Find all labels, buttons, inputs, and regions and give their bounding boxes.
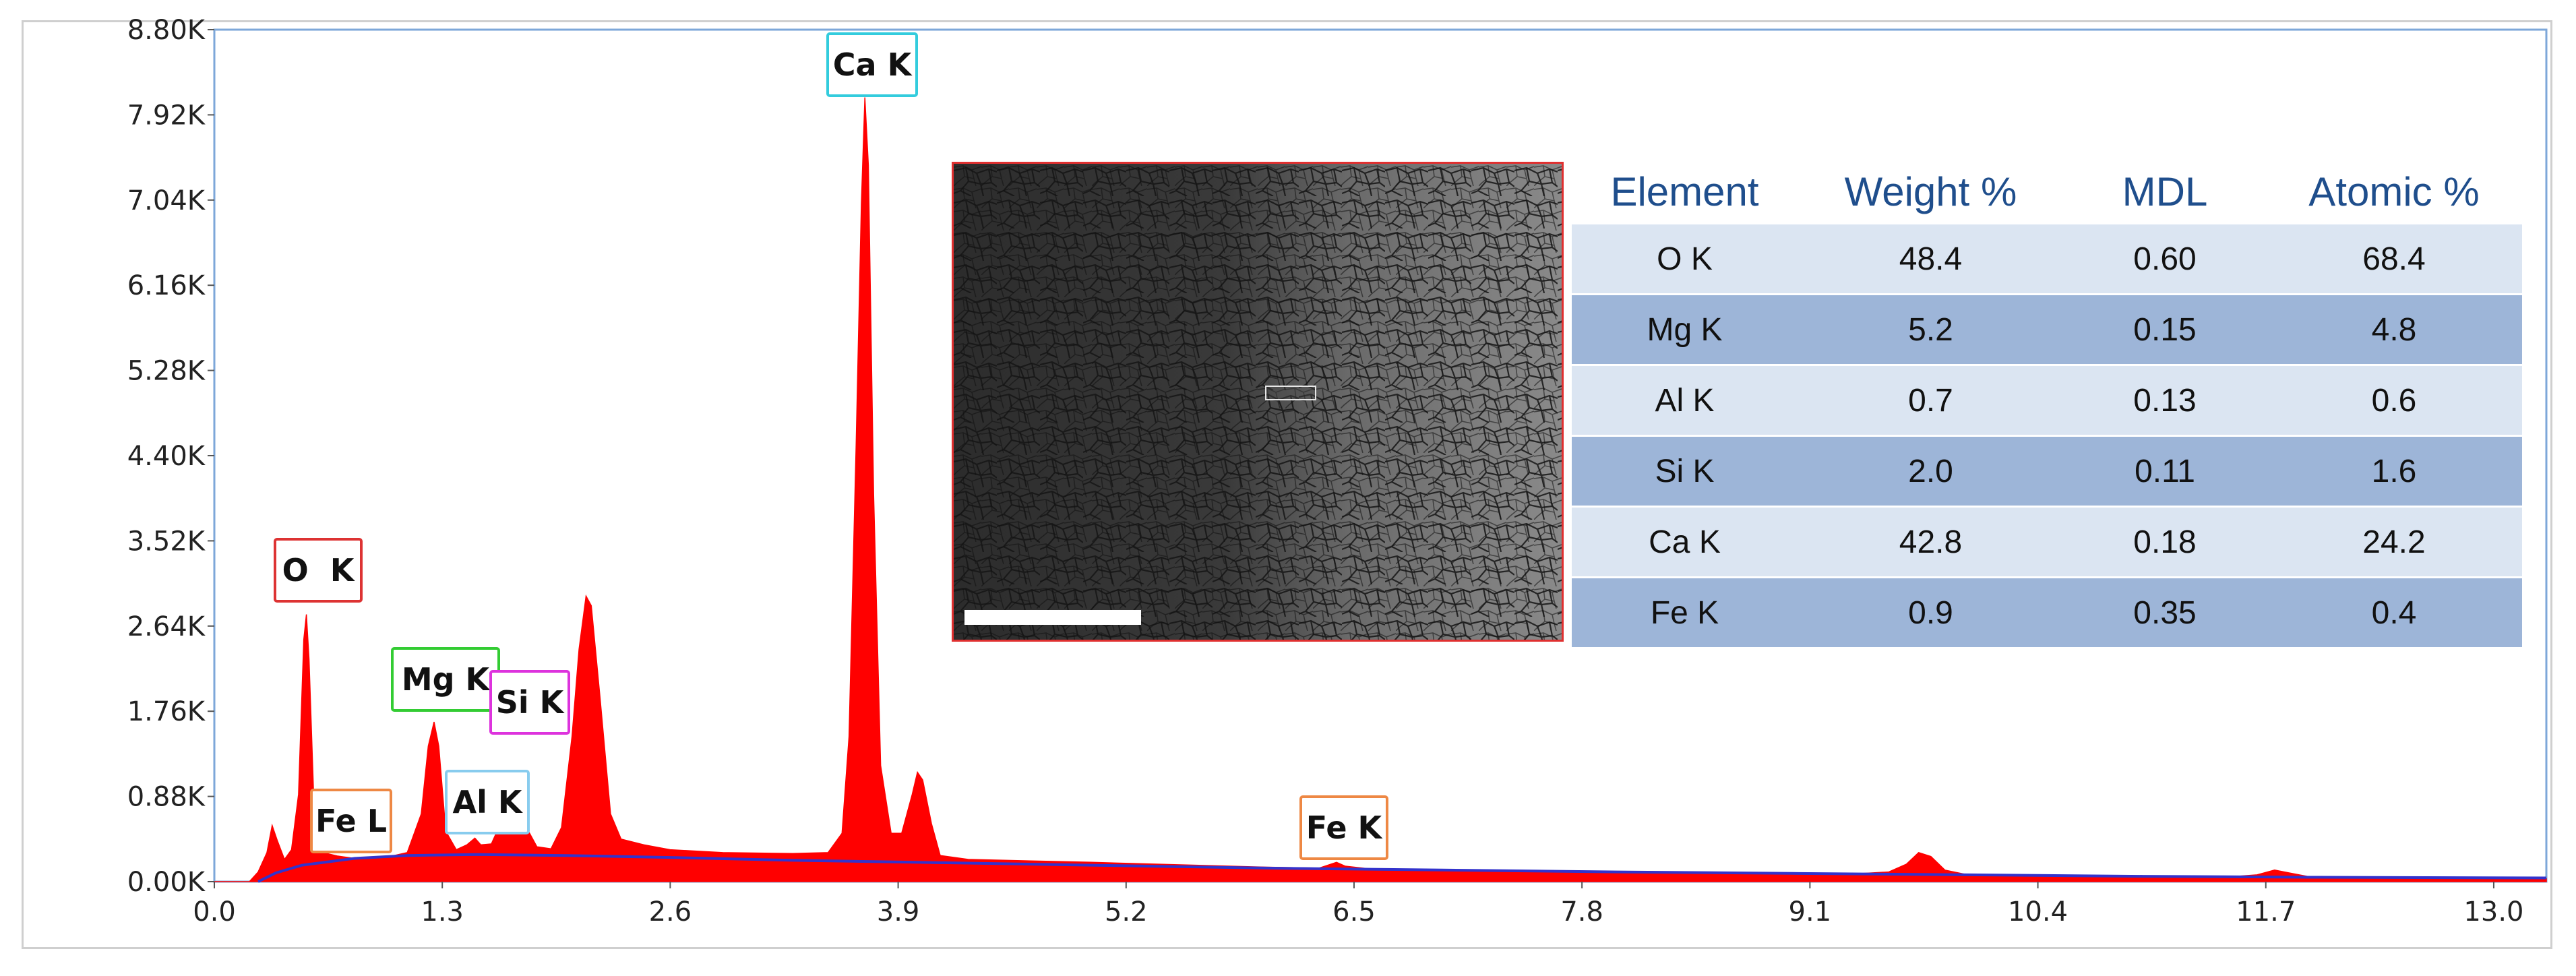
peak-label-text: Si K <box>496 684 565 721</box>
peak-label-text: O K <box>282 552 356 588</box>
y-tick-label: 6.16K <box>127 270 206 301</box>
x-tick-label: 13.0 <box>2463 896 2523 927</box>
header-atomic: Atomic % <box>2266 160 2522 224</box>
peak-label-box <box>1299 795 1388 860</box>
cell-atomic: 1.6 <box>2266 435 2522 507</box>
cell-element: Al K <box>1572 364 1798 436</box>
peak-label: O K <box>274 538 363 603</box>
x-tick-label: 6.5 <box>1332 896 1376 927</box>
cell-atomic: 24.2 <box>2266 506 2522 578</box>
table-row: Mg K 5.2 0.15 4.8 <box>1572 293 2522 365</box>
cell-element: Si K <box>1572 435 1798 507</box>
y-tick-label: 2.64K <box>127 611 206 642</box>
x-tick-label: 0.0 <box>193 896 236 927</box>
x-tick-label: 2.6 <box>649 896 692 927</box>
cell-mdl: 0.60 <box>2064 222 2266 295</box>
cell-atomic: 68.4 <box>2266 222 2522 295</box>
peak-label: Al K <box>445 770 530 834</box>
cell-element: O K <box>1572 222 1798 295</box>
peak-label-box <box>489 670 570 735</box>
y-tick-label: 0.88K <box>127 782 206 813</box>
x-tick-label: 7.8 <box>1560 896 1603 927</box>
sem-micrograph <box>952 162 1564 642</box>
table-row: Ca K 42.8 0.18 24.2 <box>1572 506 2522 578</box>
table-row: O K 48.4 0.60 68.4 <box>1572 222 2522 295</box>
cell-weight: 0.9 <box>1798 576 2064 647</box>
scale-bar <box>964 610 1141 625</box>
cell-weight: 2.0 <box>1798 435 2064 507</box>
y-tick-label: 1.76K <box>127 696 206 727</box>
peak-label: Mg K <box>391 647 500 712</box>
peak-label: Fe L <box>310 789 392 853</box>
peak-label-text: Ca K <box>833 47 913 83</box>
cell-weight: 0.7 <box>1798 364 2064 436</box>
y-tick-label: 4.40K <box>127 441 206 472</box>
cell-mdl: 0.15 <box>2064 293 2266 365</box>
peak-label-box <box>310 789 392 853</box>
peak-label-text: Al K <box>452 784 523 820</box>
cell-element: Fe K <box>1572 576 1798 647</box>
cell-mdl: 0.13 <box>2064 364 2266 436</box>
x-tick-label: 3.9 <box>877 896 920 927</box>
y-tick-label: 3.52K <box>127 526 206 557</box>
cell-weight: 5.2 <box>1798 293 2064 365</box>
y-tick-label: 8.80K <box>127 15 206 46</box>
peak-label-box <box>445 770 530 834</box>
table-row: Si K 2.0 0.11 1.6 <box>1572 435 2522 507</box>
cell-weight: 42.8 <box>1798 506 2064 578</box>
sem-texture <box>954 164 1562 640</box>
spectrum-area <box>214 97 2547 882</box>
x-tick-label: 10.4 <box>2008 896 2068 927</box>
y-tick-label: 5.28K <box>127 356 206 387</box>
y-tick-label: 7.04K <box>127 185 206 216</box>
peak-label-box <box>274 538 363 603</box>
peak-label-text: Fe L <box>315 803 387 839</box>
cell-mdl: 0.18 <box>2064 506 2266 578</box>
peak-label: Fe K <box>1299 795 1388 860</box>
quantification-table: Element Weight % MDL Atomic % O K 48.4 0… <box>1572 160 2522 647</box>
table-row: Fe K 0.9 0.35 0.4 <box>1572 576 2522 647</box>
background-fit-line <box>257 853 2547 883</box>
cell-atomic: 0.4 <box>2266 576 2522 647</box>
y-tick-label: 7.92K <box>127 100 206 131</box>
cell-element: Ca K <box>1572 506 1798 578</box>
cell-mdl: 0.35 <box>2064 576 2266 647</box>
table-row: Al K 0.7 0.13 0.6 <box>1572 364 2522 436</box>
analysis-spot-marker <box>1265 386 1316 400</box>
cell-atomic: 4.8 <box>2266 293 2522 365</box>
x-tick-label: 5.2 <box>1105 896 1148 927</box>
cell-element: Mg K <box>1572 293 1798 365</box>
cell-weight: 48.4 <box>1798 222 2064 295</box>
table-header-row: Element Weight % MDL Atomic % <box>1572 160 2522 224</box>
y-tick-label: 0.00K <box>127 867 206 898</box>
peak-label-text: Fe K <box>1306 810 1384 846</box>
cell-atomic: 0.6 <box>2266 364 2522 436</box>
peak-label-box <box>826 32 918 97</box>
header-mdl: MDL <box>2064 160 2266 224</box>
header-weight: Weight % <box>1798 160 2064 224</box>
peak-label-text: Mg K <box>402 661 491 698</box>
cell-mdl: 0.11 <box>2064 435 2266 507</box>
x-tick-label: 1.3 <box>421 896 464 927</box>
peak-label: Si K <box>489 670 570 735</box>
header-element: Element <box>1572 160 1798 224</box>
x-tick-label: 9.1 <box>1789 896 1832 927</box>
peak-label: Ca K <box>826 32 918 97</box>
x-tick-label: 11.7 <box>2236 896 2296 927</box>
